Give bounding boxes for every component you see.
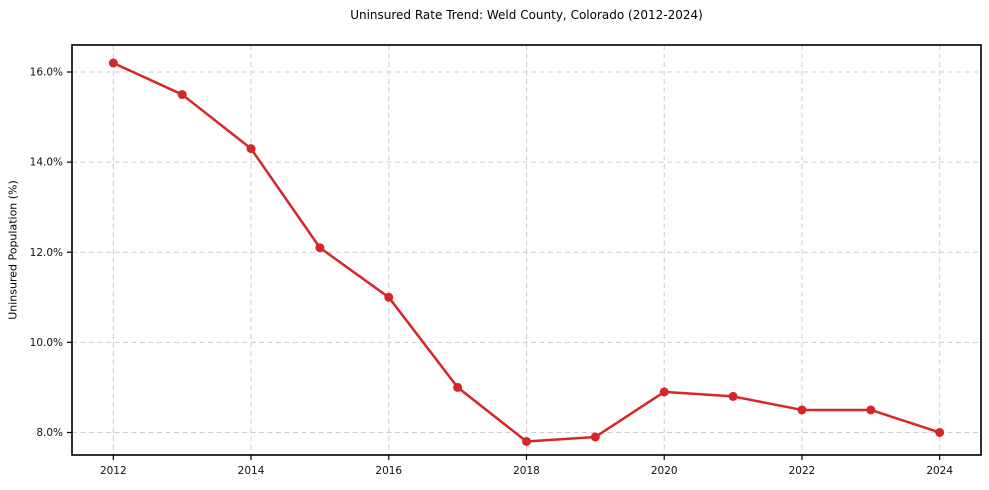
x-tick-label: 2024 [926, 465, 953, 477]
data-point-marker [522, 436, 531, 446]
chart-title: Uninsured Rate Trend: Weld County, Color… [350, 8, 703, 22]
x-tick-label: 2016 [375, 465, 402, 477]
x-tick-label: 2022 [789, 465, 816, 477]
x-tick-label: 2014 [238, 465, 265, 477]
data-point-marker [659, 387, 669, 397]
data-point-marker [728, 391, 738, 401]
y-tick-label: 10.0% [30, 337, 63, 349]
data-point-marker [935, 427, 945, 437]
data-point-marker [590, 432, 600, 442]
x-tick-label: 2020 [651, 465, 678, 477]
y-tick-label: 14.0% [30, 157, 63, 169]
plot-border [71, 44, 982, 456]
y-tick-label: 12.0% [30, 247, 63, 259]
data-point-marker [797, 405, 807, 415]
x-tick-label: 2018 [513, 465, 540, 477]
data-point-marker [315, 243, 325, 253]
data-point-marker [866, 405, 876, 415]
data-point-marker [246, 144, 256, 154]
y-tick-label: 16.0% [30, 67, 63, 79]
y-tick-label: 8.0% [36, 427, 63, 439]
x-tick-label: 2012 [100, 465, 127, 477]
data-point-marker [384, 292, 394, 302]
data-point-marker [177, 90, 187, 100]
data-point-marker [453, 382, 463, 392]
data-point-marker [108, 58, 118, 68]
